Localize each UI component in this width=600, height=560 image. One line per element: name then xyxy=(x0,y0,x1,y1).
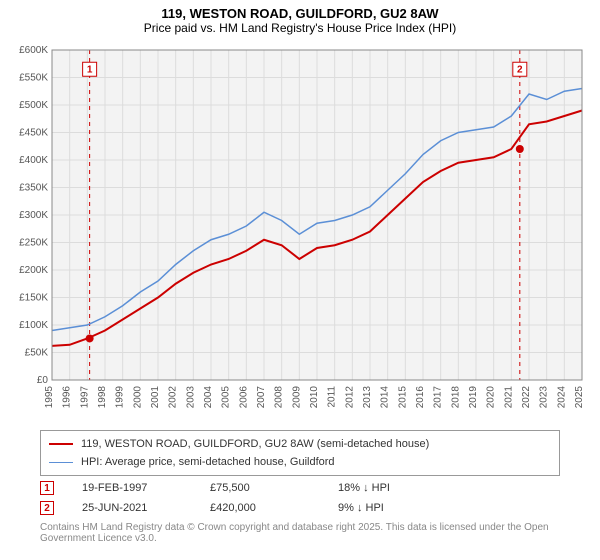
x-tick-label: 2010 xyxy=(309,386,320,409)
markers-table: 1 19-FEB-1997 £75,500 18% ↓ HPI 2 25-JUN-2021… xyxy=(40,478,560,518)
x-tick-label: 2013 xyxy=(362,386,373,409)
marker-date: 25-JUN-2021 xyxy=(82,502,182,514)
x-tick-label: 1995 xyxy=(44,386,55,409)
x-tick-label: 1997 xyxy=(79,386,90,409)
chart-title-block: 119, WESTON ROAD, GUILDFORD, GU2 8AW Pri… xyxy=(0,0,600,37)
y-tick-label: £250K xyxy=(19,238,48,249)
marker-delta: 9% ↓ HPI xyxy=(338,502,438,514)
x-tick-label: 2009 xyxy=(291,386,302,409)
x-tick-label: 2016 xyxy=(415,386,426,409)
event-marker-id: 1 xyxy=(87,64,93,75)
line-chart: £0 £50K £100K £150K £200K £250K £300K £350K £400… xyxy=(6,42,594,422)
y-tick-label: £350K xyxy=(19,183,48,194)
x-tick-label: 2020 xyxy=(486,386,497,409)
title-line1: 119, WESTON ROAD, GUILDFORD, GU2 8AW xyxy=(0,6,600,21)
x-tick-label: 2011 xyxy=(327,386,338,408)
x-tick-label: 2014 xyxy=(380,386,391,409)
x-tick-label: 2012 xyxy=(344,386,355,409)
x-tick-label: 2023 xyxy=(539,386,550,409)
x-tick-label: 2001 xyxy=(150,386,161,409)
x-tick-label: 1996 xyxy=(62,386,73,409)
legend-label: HPI: Average price, semi-detached house,… xyxy=(81,456,335,468)
attribution-text: Contains HM Land Registry data © Crown c… xyxy=(40,522,580,544)
legend-item: 119, WESTON ROAD, GUILDFORD, GU2 8AW (se… xyxy=(49,435,551,453)
title-line2: Price paid vs. HM Land Registry's House … xyxy=(0,21,600,35)
y-tick-label: £50K xyxy=(25,348,49,359)
marker-row: 2 25-JUN-2021 £420,000 9% ↓ HPI xyxy=(40,498,560,518)
y-tick-label: £400K xyxy=(19,155,48,166)
x-tick-label: 2008 xyxy=(274,386,285,409)
sale-point xyxy=(516,145,524,153)
x-tick-label: 2025 xyxy=(574,386,585,409)
sale-point xyxy=(86,334,94,342)
marker-price: £75,500 xyxy=(210,482,310,494)
x-tick-label: 2004 xyxy=(203,386,214,409)
x-tick-label: 1999 xyxy=(115,386,126,409)
chart-area: £0 £50K £100K £150K £200K £250K £300K £350K £400… xyxy=(6,42,594,422)
legend-item: HPI: Average price, semi-detached house,… xyxy=(49,453,551,471)
legend: 119, WESTON ROAD, GUILDFORD, GU2 8AW (se… xyxy=(40,430,560,476)
y-tick-label: £500K xyxy=(19,100,48,111)
marker-row: 1 19-FEB-1997 £75,500 18% ↓ HPI xyxy=(40,478,560,498)
legend-label: 119, WESTON ROAD, GUILDFORD, GU2 8AW (se… xyxy=(81,438,429,450)
x-tick-label: 2007 xyxy=(256,386,267,409)
y-tick-label: £300K xyxy=(19,210,48,221)
legend-swatch xyxy=(49,443,73,445)
x-tick-label: 2002 xyxy=(168,386,179,409)
marker-badge: 2 xyxy=(40,501,54,515)
marker-date: 19-FEB-1997 xyxy=(82,482,182,494)
y-tick-label: £450K xyxy=(19,128,48,139)
x-tick-label: 2024 xyxy=(556,386,567,409)
marker-price: £420,000 xyxy=(210,502,310,514)
y-tick-label: £600K xyxy=(19,45,48,56)
x-tick-label: 1998 xyxy=(97,386,108,409)
y-tick-label: £0 xyxy=(37,375,49,386)
x-tick-label: 2000 xyxy=(132,386,143,409)
x-tick-label: 2017 xyxy=(433,386,444,409)
y-tick-label: £550K xyxy=(19,73,48,84)
x-tick-label: 2018 xyxy=(450,386,461,409)
y-tick-label: £100K xyxy=(19,320,48,331)
x-tick-label: 2015 xyxy=(397,386,408,409)
legend-swatch xyxy=(49,462,73,463)
marker-delta: 18% ↓ HPI xyxy=(338,482,438,494)
marker-badge: 1 xyxy=(40,481,54,495)
x-tick-label: 2005 xyxy=(221,386,232,409)
x-tick-label: 2021 xyxy=(503,386,514,409)
x-tick-label: 2006 xyxy=(238,386,249,409)
x-tick-label: 2022 xyxy=(521,386,532,409)
x-tick-label: 2019 xyxy=(468,386,479,409)
y-tick-label: £200K xyxy=(19,265,48,276)
event-marker-id: 2 xyxy=(517,64,523,75)
y-tick-label: £150K xyxy=(19,293,48,304)
x-tick-label: 2003 xyxy=(185,386,196,409)
